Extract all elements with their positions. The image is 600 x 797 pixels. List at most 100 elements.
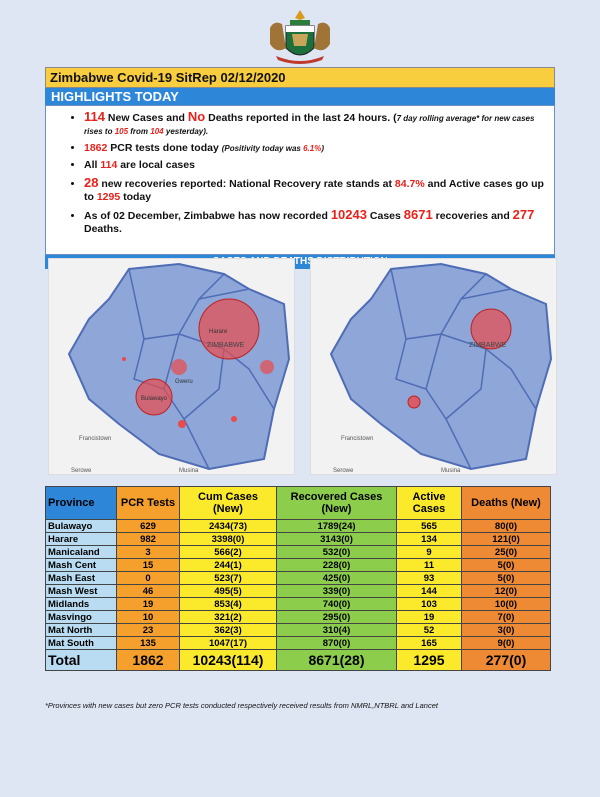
cell-cum-cases: 1047(17) bbox=[179, 636, 277, 650]
table-row: Mash Cent 15 244(1) 228(0) 11 5(0) bbox=[45, 558, 551, 572]
cell-cum-cases: 853(4) bbox=[179, 597, 277, 611]
cell-recovered: 339(0) bbox=[276, 584, 397, 598]
francistown-label-2: Francistown bbox=[341, 436, 373, 442]
cell-recovered: 1789(24) bbox=[276, 519, 397, 533]
cell-active: 9 bbox=[396, 545, 462, 559]
col-deaths: Deaths (New) bbox=[461, 486, 551, 520]
recoveries-value: 28 bbox=[84, 175, 99, 190]
text: ) bbox=[321, 144, 324, 153]
cell-active: 103 bbox=[396, 597, 462, 611]
cell-pcr: 135 bbox=[116, 636, 180, 650]
zimbabwe-label-2: ZIMBABWE bbox=[469, 342, 507, 349]
text: from bbox=[128, 127, 151, 136]
cell-recovered: 870(0) bbox=[276, 636, 397, 650]
col-cum: Cum Cases (New) bbox=[179, 486, 277, 520]
table-row: Bulawayo 629 2434(73) 1789(24) 565 80(0) bbox=[45, 519, 551, 533]
cell-cum-cases: 566(2) bbox=[179, 545, 277, 559]
coat-of-arms-logo bbox=[256, 8, 344, 68]
table-row: Mat North 23 362(3) 310(4) 52 3(0) bbox=[45, 623, 551, 637]
cum-cases-value: 10243 bbox=[330, 207, 367, 222]
text: new recoveries reported: National Recove… bbox=[98, 178, 395, 190]
cell-deaths: 25(0) bbox=[461, 545, 551, 559]
cell-recovered: 3143(0) bbox=[276, 532, 397, 546]
cell-cum-cases: 362(3) bbox=[179, 623, 277, 637]
table-row: Mash West 46 495(5) 339(0) 144 12(0) bbox=[45, 584, 551, 598]
cell-recovered: 310(4) bbox=[276, 623, 397, 637]
cell-province: Mash Cent bbox=[45, 558, 117, 572]
highlight-local: All 114 are local cases bbox=[84, 159, 546, 172]
gweru-label: Gweru bbox=[175, 379, 193, 385]
zimbabwe-label: ZIMBABWE bbox=[207, 342, 245, 349]
deaths-value: No bbox=[187, 109, 206, 124]
cell-deaths: 5(0) bbox=[461, 571, 551, 585]
bulawayo-label: Bulawayo bbox=[141, 396, 168, 402]
text: (Positivity today was bbox=[221, 144, 304, 153]
harare-label: Harare bbox=[209, 329, 228, 335]
sitrep-report: Zimbabwe Covid-19 SitRep 02/12/2020 HIGH… bbox=[45, 67, 555, 269]
cell-active: 144 bbox=[396, 584, 462, 598]
cum-recoveries-value: 8671 bbox=[403, 207, 433, 222]
cell-active: 134 bbox=[396, 532, 462, 546]
total-row: Total 1862 10243(114) 8671(28) 1295 277(0) bbox=[45, 649, 551, 671]
total-province: Total bbox=[45, 649, 117, 671]
text: today bbox=[120, 191, 152, 203]
cell-active: 565 bbox=[396, 519, 462, 533]
cell-active: 11 bbox=[396, 558, 462, 572]
cell-active: 93 bbox=[396, 571, 462, 585]
text: All bbox=[84, 159, 101, 171]
cell-pcr: 3 bbox=[116, 545, 180, 559]
musina-label: Musina bbox=[179, 468, 199, 474]
serowe-label: Serowe bbox=[71, 468, 92, 474]
cases-map: Harare ZIMBABWE Bulawayo Francistown Gwe… bbox=[48, 258, 295, 475]
serowe-label-2: Serowe bbox=[333, 468, 354, 474]
footnote: *Provinces with new cases but zero PCR t… bbox=[45, 701, 438, 710]
cell-active: 19 bbox=[396, 610, 462, 624]
cell-province: Bulawayo bbox=[45, 519, 117, 533]
text: recoveries and bbox=[432, 210, 513, 222]
cell-province: Manicaland bbox=[45, 545, 117, 559]
cell-deaths: 3(0) bbox=[461, 623, 551, 637]
cell-pcr: 629 bbox=[116, 519, 180, 533]
positivity-value: 6.1% bbox=[303, 144, 322, 153]
text: PCR tests done today bbox=[107, 142, 222, 154]
cell-active: 52 bbox=[396, 623, 462, 637]
text: 7 day rolling average* for new cases ris… bbox=[84, 114, 535, 136]
distribution-maps: Harare ZIMBABWE Bulawayo Francistown Gwe… bbox=[48, 258, 557, 475]
text: Deaths reported in the last 24 hours. ( bbox=[205, 112, 397, 124]
table-row: Harare 982 3398(0) 3143(0) 134 121(0) bbox=[45, 532, 551, 546]
cell-cum-cases: 3398(0) bbox=[179, 532, 277, 546]
highlights-box: 114 New Cases and No Deaths reported in … bbox=[45, 105, 555, 255]
cum-deaths-value: 277 bbox=[512, 207, 535, 222]
cell-recovered: 532(0) bbox=[276, 545, 397, 559]
cell-recovered: 295(0) bbox=[276, 610, 397, 624]
cell-cum-cases: 2434(73) bbox=[179, 519, 277, 533]
text: ). bbox=[203, 127, 209, 136]
cell-province: Harare bbox=[45, 532, 117, 546]
cell-pcr: 23 bbox=[116, 623, 180, 637]
cell-deaths: 7(0) bbox=[461, 610, 551, 624]
total-active: 1295 bbox=[396, 649, 462, 671]
cell-pcr: 46 bbox=[116, 584, 180, 598]
col-active: Active Cases bbox=[396, 486, 462, 520]
cell-cum-cases: 244(1) bbox=[179, 558, 277, 572]
col-pcr: PCR Tests bbox=[116, 486, 180, 520]
cell-recovered: 228(0) bbox=[276, 558, 397, 572]
text: yesterday bbox=[163, 127, 204, 136]
cell-recovered: 425(0) bbox=[276, 571, 397, 585]
col-province: Province bbox=[45, 486, 117, 520]
recovery-rate-value: 84.7% bbox=[394, 178, 425, 190]
table-row: Mat South 135 1047(17) 870(0) 165 9(0) bbox=[45, 636, 551, 650]
active-value: 1295 bbox=[96, 191, 121, 203]
highlight-recoveries: 28 new recoveries reported: National Rec… bbox=[84, 176, 546, 204]
cell-province: Mat North bbox=[45, 623, 117, 637]
table-row: Masvingo 10 321(2) 295(0) 19 7(0) bbox=[45, 610, 551, 624]
cell-pcr: 0 bbox=[116, 571, 180, 585]
deaths-map: ZIMBABWE Francistown Musina Serowe bbox=[310, 258, 557, 475]
cell-deaths: 12(0) bbox=[461, 584, 551, 598]
text: Deaths. bbox=[84, 223, 122, 235]
pcr-value: 1862 bbox=[84, 142, 108, 154]
total-recovered: 8671(28) bbox=[276, 649, 397, 671]
new-cases-value: 114 bbox=[84, 109, 105, 124]
cell-cum-cases: 495(5) bbox=[179, 584, 277, 598]
cell-recovered: 740(0) bbox=[276, 597, 397, 611]
